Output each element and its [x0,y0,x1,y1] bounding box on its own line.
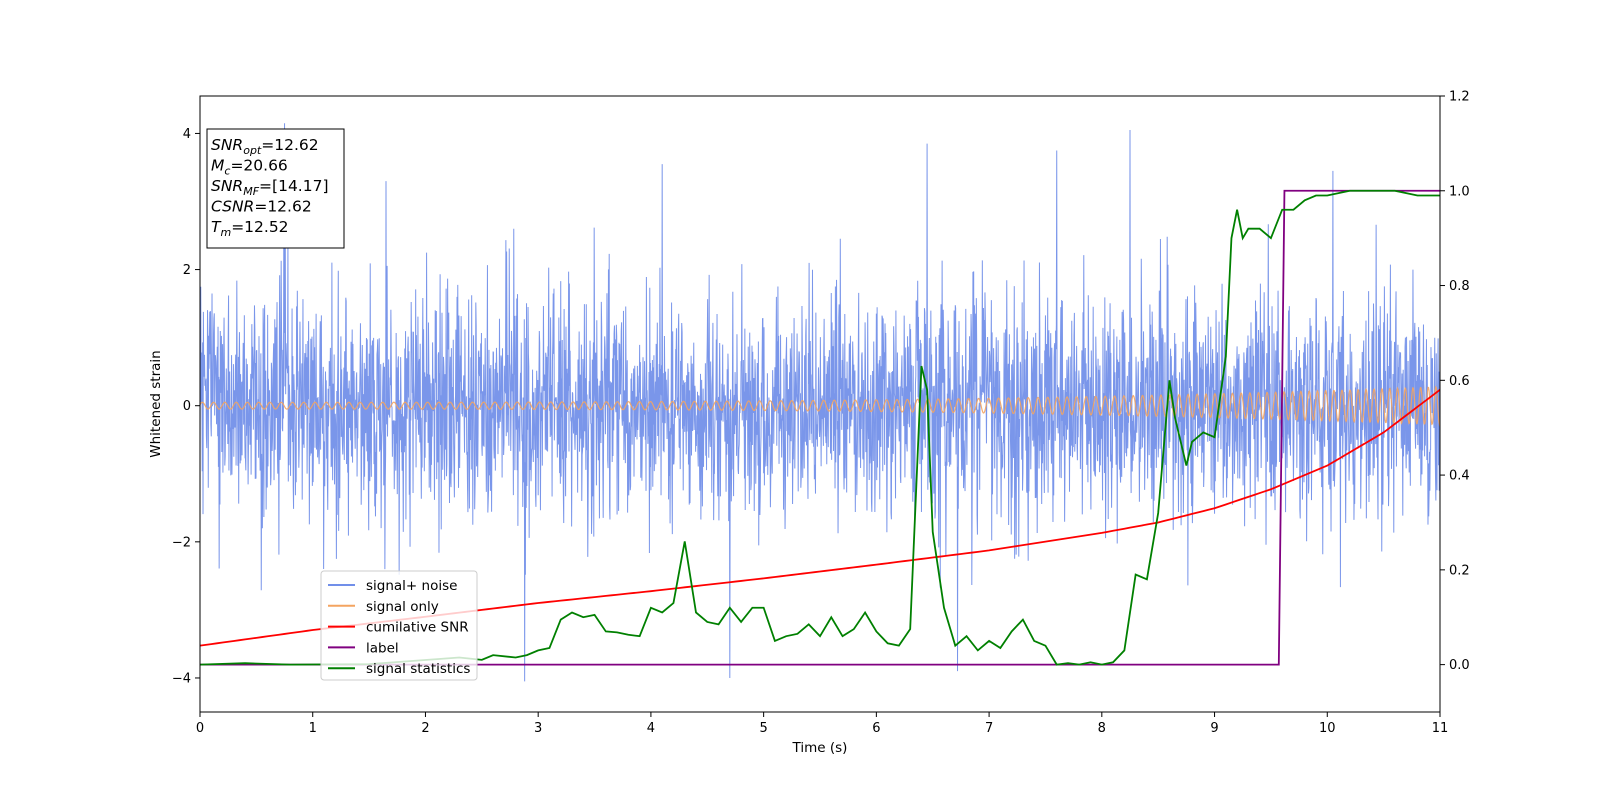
series-signal-only-line [200,385,1440,427]
x-tick-label: 6 [872,721,880,736]
info-row-value: =12.62 [261,136,318,154]
x-tick-label: 8 [1098,721,1106,736]
x-tick-label: 1 [309,721,317,736]
info-row-value: =[14.17] [259,177,328,195]
series-signal-noise-line [200,123,1440,682]
info-row-subscript: m [220,226,231,239]
info-row-symbol: M [211,157,224,175]
x-tick-label: 11 [1432,721,1449,736]
x-tick-label: 2 [421,721,429,736]
y-left-tick-label: 2 [183,263,191,278]
info-row: Mc=20.66 [211,157,288,178]
y-right-tick-label: 1.2 [1449,90,1470,105]
y-axis-right: 0.0 0.2 0.4 0.6 0.8 1.0 1.2 [1440,90,1470,673]
info-row-subscript: MF [243,185,259,198]
info-box: SNRopt=12.62Mc=20.66SNRMF=[14.17]CSNR=12… [206,128,345,249]
y-left-tick-label: 0 [183,399,191,414]
x-tick-label: 10 [1319,721,1336,736]
x-tick-label: 5 [759,721,767,736]
info-row-value: =20.66 [230,157,287,175]
info-row: SNRMF=[14.17] [211,177,329,198]
x-axis: 0 1 2 3 4 5 6 7 8 9 10 11 [196,712,1448,736]
y-left-tick-label: 4 [183,127,191,142]
info-row-symbol: T [211,218,222,236]
x-tick-label: 4 [647,721,655,736]
info-row-subscript: c [224,165,230,178]
y-right-tick-label: 0.8 [1449,279,1470,294]
info-row-symbol: CSNR [211,198,254,216]
y-axis-label: Whitened strain [148,350,164,457]
legend-label: signal only [366,599,439,615]
x-axis-label: Time (s) [792,740,848,756]
x-tick-label: 7 [985,721,993,736]
info-row: SNRopt=12.62 [211,136,319,157]
info-row-subscript: opt [243,144,262,157]
info-row-symbol: SNR [211,177,243,195]
y-right-tick-label: 0.2 [1449,563,1470,578]
info-row-value: =12.52 [231,218,288,236]
y-axis-left: −4 −2 0 2 4 [172,127,200,686]
legend-frame [320,570,478,681]
x-tick-label: 0 [196,721,204,736]
y-right-tick-label: 0.0 [1449,658,1470,673]
series-signal-statistics-line [200,189,1440,666]
info-box-frame [206,128,345,249]
legend-label: cumilative SNR [366,620,469,636]
y-right-tick-label: 1.0 [1449,184,1470,199]
legend-label: signal statistics [366,661,470,677]
info-row-symbol: SNR [211,136,243,154]
plot-frame [199,95,1441,713]
info-row: Tm=12.52 [211,218,289,239]
legend-label: signal+ noise [366,578,457,594]
info-row: CSNR=12.62 [211,198,312,216]
y-right-tick-label: 0.6 [1449,374,1470,389]
y-right-tick-label: 0.4 [1449,469,1470,484]
legend: signal+ noise signal only cumilative SNR la… [320,570,478,681]
y-left-tick-label: −4 [172,671,191,686]
legend-label: label [366,640,399,656]
x-tick-label: 9 [1210,721,1218,736]
x-tick-label: 3 [534,721,542,736]
info-row-value: =12.62 [254,198,311,216]
y-left-tick-label: −2 [172,535,191,550]
